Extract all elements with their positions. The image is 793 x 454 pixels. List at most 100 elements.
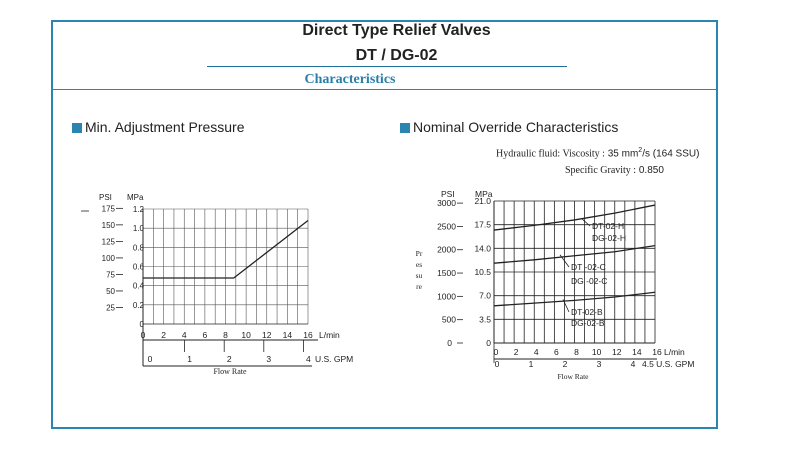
x-tick-label: 0 (141, 330, 146, 340)
psi-tick-label: 1000 (437, 291, 456, 301)
x-tick-label: 10 (592, 347, 602, 357)
x-tick-label: 0 (494, 347, 499, 357)
mpa-tick-label: 1.2 (133, 205, 145, 214)
mpa-tick-label: 1.0 (133, 224, 145, 233)
x-tick-label: 6 (554, 347, 559, 357)
fluid-label: Hydraulic fluid: Viscosity : (496, 148, 605, 160)
y-axis-title-part: su (416, 271, 423, 280)
x-tick-label: 8 (574, 347, 579, 357)
psi-tick-label: 3000 (437, 198, 456, 208)
psi-tick-label: 25 (106, 303, 115, 312)
gravity-value: 0.850 (638, 165, 664, 176)
x-tick-label: 6 (203, 330, 208, 340)
x-tick-label: 4 (182, 330, 187, 340)
psi-unit-label: PSI (99, 193, 112, 202)
x-axis-title: Flow Rate (557, 372, 589, 381)
gpm-tick-label: 1 (529, 359, 534, 369)
series-line (493, 291, 656, 307)
gpm-tick-label: 3 (597, 359, 602, 369)
mpa-tick-label: 0.2 (133, 301, 145, 310)
series-label: DG-02-H (592, 233, 626, 243)
viscosity-unit: /s (164 SSU) (642, 148, 700, 160)
x-tick-label: 2 (161, 330, 166, 340)
mpa-tick-label: 0 (140, 320, 145, 329)
gpm-tick-label: 2 (563, 359, 568, 369)
right-heading-text: Nominal Override Characteristics (413, 119, 619, 135)
x-tick-label: 8 (223, 330, 228, 340)
mpa-tick-label: 3.5 (479, 314, 491, 324)
y-axis-title-part: es (416, 260, 422, 269)
series-label: DG -02-C (571, 276, 607, 286)
mpa-tick-label: 10.5 (474, 267, 491, 277)
gravity-label: Specific Gravity : (565, 165, 637, 176)
x-tick-label: 16 (303, 330, 313, 340)
mpa-tick-label: 0.4 (133, 282, 145, 291)
title-divider (207, 66, 567, 67)
square-bullet-icon (400, 123, 410, 133)
gpm-tick-label: 1 (187, 354, 192, 364)
left-heading-text: Min. Adjustment Pressure (85, 119, 245, 135)
viscosity-value: 35 mm (607, 148, 639, 160)
gpm-unit-label: 4.5 U.S. GPM (642, 359, 694, 369)
model-title: DT / DG-02 (355, 47, 438, 64)
psi-tick-label: 125 (102, 237, 116, 246)
gpm-unit-label: U.S. GPM (315, 354, 353, 364)
psi-tick-label: 50 (106, 287, 115, 296)
gpm-tick-label: 4 (306, 354, 311, 364)
series-line (493, 204, 656, 231)
section-divider (53, 89, 718, 90)
psi-zero-label: 0 (447, 338, 452, 348)
psi-tick-label: 75 (106, 270, 115, 279)
series-label: DT-02-H (592, 221, 624, 231)
series-label: DT-02-B (571, 307, 603, 317)
x-tick-label: 16 (652, 347, 662, 357)
right-heading: Nominal Override Characteristics (400, 119, 618, 135)
psi-tick-label: 500 (442, 315, 456, 325)
gpm-tick-label: 0 (148, 354, 153, 364)
series-leader (559, 254, 570, 268)
x-axis-title: Flow Rate (213, 367, 247, 376)
x-tick-label: 2 (514, 347, 519, 357)
x-unit-label: L/min (664, 347, 685, 357)
mpa-tick-label: 0.8 (133, 243, 145, 252)
x-tick-label: 14 (283, 330, 293, 340)
psi-tick-label: 175 (102, 204, 116, 213)
mpa-tick-label: 0.6 (133, 263, 145, 272)
gpm-tick-label: 4 (631, 359, 636, 369)
mpa-tick-label: 17.5 (474, 220, 491, 230)
mpa-tick-label: 0 (486, 338, 491, 348)
gravity-note: Specific Gravity : 0.850 (565, 165, 664, 176)
series-leader (562, 299, 570, 313)
series-label: DT -02-C (571, 262, 606, 272)
y-axis-title-part: Pr (416, 249, 423, 258)
mpa-tick-label: 14.0 (474, 243, 491, 253)
psi-tick-label: 150 (102, 221, 116, 230)
psi-unit-label: PSI (441, 189, 455, 199)
x-unit-label: L/min (319, 330, 340, 340)
psi-tick-label: 1500 (437, 268, 456, 278)
series-label: DG-02-B (571, 318, 605, 328)
x-tick-label: 12 (262, 330, 272, 340)
psi-tick-label: 2000 (437, 245, 456, 255)
x-tick-label: 4 (534, 347, 539, 357)
mpa-tick-label: 21.0 (474, 196, 491, 206)
gpm-tick-label: 2 (227, 354, 232, 364)
mpa-tick-label: 7.0 (479, 291, 491, 301)
page-title: Direct Type Relief Valves (302, 22, 491, 39)
mpa-unit-label: MPa (127, 193, 144, 202)
x-tick-label: 10 (241, 330, 251, 340)
x-tick-label: 14 (632, 347, 642, 357)
series-leader (581, 218, 591, 227)
series-line (143, 219, 309, 279)
fluid-note: Hydraulic fluid: Viscosity : 35 mm2/s (1… (496, 147, 699, 159)
series-line (493, 244, 656, 264)
viscosity-exponent: 2 (638, 147, 643, 154)
x-tick-label: 12 (612, 347, 622, 357)
gpm-tick-label: 3 (266, 354, 271, 364)
psi-tick-label: 100 (102, 254, 116, 263)
section-title: Characteristics (304, 72, 396, 87)
gpm-tick-label: 0 (495, 359, 500, 369)
document-frame (51, 20, 718, 429)
left-heading: Min. Adjustment Pressure (72, 119, 245, 135)
square-bullet-icon (72, 123, 82, 133)
